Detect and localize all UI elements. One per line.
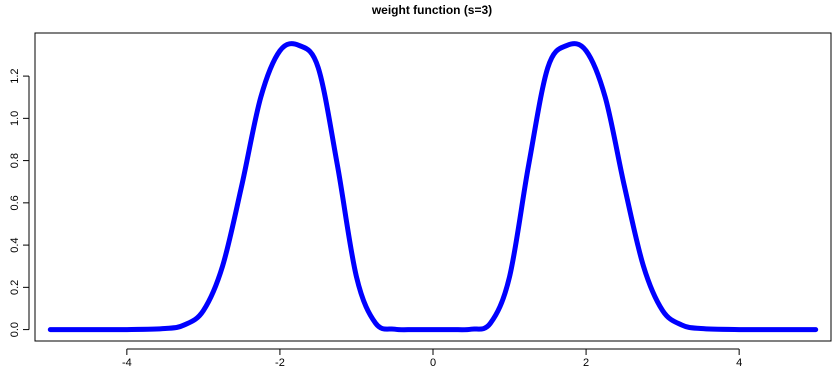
plot-frame <box>34 32 832 342</box>
series-layer <box>47 41 819 333</box>
x-tick-label: 2 <box>583 357 589 369</box>
x-tick-label: 4 <box>736 357 742 369</box>
y-tick-label: 0.0 <box>9 322 21 337</box>
y-tick-label: 1.2 <box>9 68 21 83</box>
x-tick-label: 0 <box>430 357 436 369</box>
y-tick-label: 0.8 <box>9 153 21 168</box>
x-tick-label: -4 <box>122 357 132 369</box>
chart-title: weight function (s=3) <box>371 3 492 17</box>
y-tick-label: 0.6 <box>9 195 21 210</box>
x-tick-label: -2 <box>275 357 285 369</box>
axes-layer: -4 -2 0 2 4 0.0 0.2 0.4 0.6 0.8 1.0 1.2 <box>9 68 742 369</box>
series-line-0 <box>47 41 819 333</box>
y-tick-label: 1.0 <box>9 111 21 126</box>
y-tick-label: 0.2 <box>9 280 21 295</box>
y-tick-label: 0.4 <box>9 237 21 252</box>
